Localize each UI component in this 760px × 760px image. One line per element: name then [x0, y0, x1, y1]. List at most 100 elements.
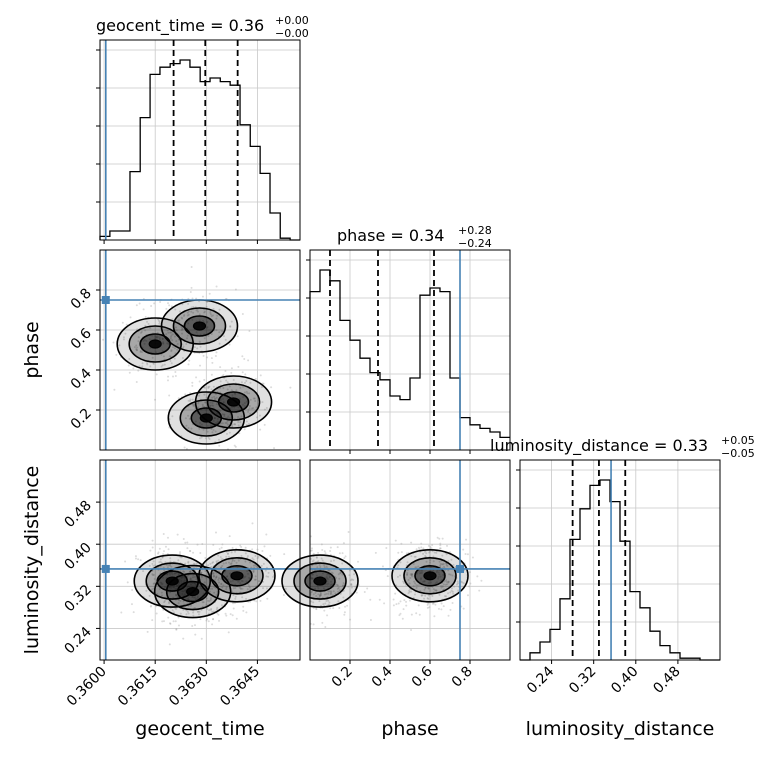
sample-point — [242, 395, 245, 398]
xtick-label-luminosity_distance-3: 0.48 — [650, 664, 683, 697]
sample-point — [212, 575, 215, 578]
sample-point — [213, 395, 216, 398]
sample-point — [259, 428, 262, 431]
sample-point — [226, 397, 229, 400]
sample-point — [464, 553, 467, 556]
sample-point — [205, 597, 208, 600]
sample-point — [211, 404, 214, 407]
sample-point — [243, 358, 246, 361]
sample-point — [211, 396, 214, 399]
sample-point — [212, 385, 215, 388]
sample-point — [466, 553, 469, 556]
sample-point — [153, 302, 156, 305]
sample-point — [245, 580, 248, 583]
sample-point — [251, 522, 254, 525]
sample-point — [233, 423, 236, 426]
sample-point — [228, 535, 231, 538]
sample-point — [418, 613, 421, 616]
sample-point — [289, 386, 292, 389]
sample-point — [331, 577, 334, 580]
sample-point — [102, 338, 105, 341]
sample-point — [169, 360, 172, 363]
xtick-label-luminosity_distance-0: 0.24 — [524, 663, 557, 696]
sample-point — [163, 363, 166, 366]
sample-point — [245, 379, 248, 382]
sample-point — [175, 340, 178, 343]
sample-point — [195, 297, 198, 300]
sample-point — [229, 563, 232, 566]
sample-point — [231, 546, 234, 549]
sample-point — [156, 335, 159, 338]
sample-point — [142, 308, 145, 311]
sample-point — [260, 564, 263, 567]
sample-point — [159, 558, 162, 561]
sample-point — [153, 337, 156, 340]
sample-point — [254, 555, 257, 558]
sample-point — [204, 437, 207, 440]
sample-point — [214, 417, 217, 420]
sample-point — [173, 347, 176, 350]
sample-point — [215, 329, 218, 332]
sample-point — [246, 570, 249, 573]
sample-point — [245, 597, 248, 600]
sample-point — [212, 574, 215, 577]
sample-point — [173, 586, 176, 589]
sample-point — [192, 311, 195, 314]
sample-point — [182, 345, 185, 348]
sample-point — [199, 587, 202, 590]
sample-point — [165, 563, 168, 566]
sample-point — [135, 344, 138, 347]
sample-point — [405, 552, 408, 555]
sample-point — [397, 602, 400, 605]
sample-point — [225, 407, 228, 410]
sample-point — [219, 399, 222, 402]
sample-point — [265, 587, 268, 590]
sample-point — [255, 406, 258, 409]
sample-point — [431, 595, 434, 598]
sample-point — [181, 303, 184, 306]
sample-point — [323, 609, 326, 612]
sample-point — [469, 582, 472, 585]
sample-point — [405, 600, 408, 603]
sample-point — [400, 542, 403, 545]
sample-point — [243, 381, 246, 384]
panel-frame-0-0 — [99, 39, 301, 241]
sample-point — [408, 599, 411, 602]
sample-point — [167, 302, 170, 305]
sample-point — [198, 610, 201, 613]
sample-point — [141, 365, 144, 368]
sample-point — [222, 401, 225, 404]
sample-point — [334, 592, 337, 595]
sample-point — [142, 339, 145, 342]
sample-point — [203, 310, 206, 313]
sample-point — [211, 314, 214, 317]
sample-point — [438, 569, 441, 572]
sample-point — [415, 586, 418, 589]
sample-point — [247, 422, 250, 425]
sample-point — [226, 575, 229, 578]
sample-point — [201, 295, 204, 298]
sample-point — [237, 424, 240, 427]
sample-point — [146, 630, 149, 633]
sample-point — [187, 426, 190, 429]
sample-point — [437, 575, 440, 578]
sample-point — [164, 545, 167, 548]
sample-point — [318, 596, 321, 599]
sample-point — [115, 353, 118, 356]
sample-point — [251, 557, 254, 560]
sample-point — [212, 610, 215, 613]
sample-point — [329, 607, 332, 610]
sample-point — [167, 616, 170, 619]
sample-point — [185, 613, 188, 616]
sample-point — [169, 355, 172, 358]
sample-point — [215, 561, 218, 564]
sample-point — [317, 560, 320, 563]
sample-point — [445, 564, 448, 567]
sample-point — [214, 354, 217, 357]
sample-point — [326, 614, 329, 617]
sample-point — [178, 580, 181, 583]
sample-point — [231, 560, 234, 563]
sample-point — [317, 593, 320, 596]
sample-point — [189, 577, 192, 580]
